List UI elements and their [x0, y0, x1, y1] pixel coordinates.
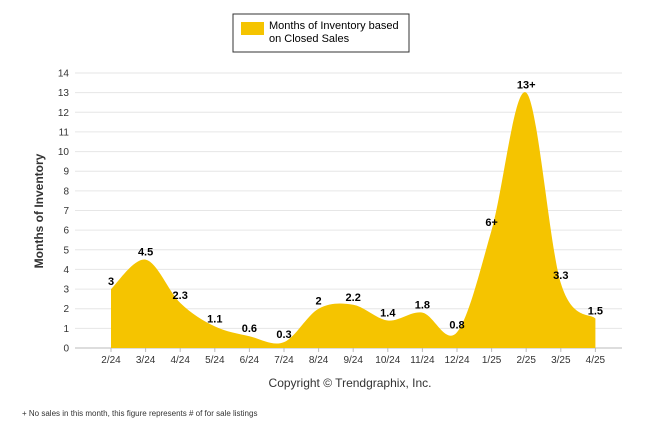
x-tick-label: 11/24 — [410, 355, 435, 366]
y-tick-label: 12 — [58, 108, 70, 119]
y-tick-label: 9 — [63, 167, 69, 178]
data-label: 3.3 — [553, 270, 568, 282]
copyright-text: Copyright © Trendgraphix, Inc. — [269, 376, 432, 390]
y-tick-label: 8 — [63, 186, 69, 197]
data-label: 2.2 — [346, 292, 361, 304]
x-tick-label: 6/24 — [240, 355, 260, 366]
legend-label-line1: Months of Inventory based — [269, 20, 399, 32]
area-fill — [111, 92, 596, 348]
footnote-text: + No sales in this month, this figure re… — [22, 409, 257, 418]
data-label: 0.3 — [276, 329, 291, 341]
area-series — [111, 92, 596, 348]
data-labels: 3 4.5 2.3 1.1 0.6 0.3 2 2.2 1.4 1.8 0.8 6+ 13+ 3.3 1.5 — [108, 80, 603, 341]
x-tick-label: 12/24 — [444, 355, 469, 366]
legend-swatch — [241, 22, 264, 35]
x-tick-label: 2/25 — [516, 355, 536, 366]
x-tick-label: 1/25 — [482, 355, 502, 366]
legend-label-line2: on Closed Sales — [269, 33, 350, 45]
y-tick-label: 13 — [58, 88, 70, 99]
x-tick-label: 5/24 — [205, 355, 225, 366]
data-label: 2 — [316, 296, 322, 308]
x-tick-label: 3/25 — [551, 355, 571, 366]
data-label: 6+ — [485, 217, 498, 229]
y-axis-title: Months of Inventory — [32, 153, 46, 268]
data-label: 4.5 — [138, 247, 153, 259]
data-label: 3 — [108, 276, 114, 288]
y-tick-label: 2 — [63, 304, 69, 315]
y-tick-label: 4 — [63, 265, 69, 276]
data-label: 1.4 — [380, 308, 396, 320]
y-tick-label: 6 — [63, 226, 69, 237]
y-tick-label: 0 — [63, 344, 69, 355]
y-tick-label: 5 — [63, 245, 69, 256]
x-tick-label: 10/24 — [375, 355, 400, 366]
x-tick-label: 9/24 — [343, 355, 363, 366]
data-label: 13+ — [517, 80, 536, 92]
y-tick-label: 10 — [58, 147, 70, 158]
legend: Months of Inventory based on Closed Sale… — [232, 13, 410, 53]
data-label: 2.3 — [173, 290, 188, 302]
x-tick-label: 8/24 — [309, 355, 329, 366]
y-tick-label: 3 — [63, 285, 69, 296]
x-tick-label: 4/25 — [586, 355, 606, 366]
y-tick-label: 14 — [58, 69, 70, 80]
y-tick-label: 7 — [63, 206, 69, 217]
data-label: 0.8 — [449, 319, 464, 331]
data-label: 1.1 — [207, 313, 222, 325]
x-tick-label: 7/24 — [274, 355, 294, 366]
y-tick-label: 1 — [63, 324, 69, 335]
x-axis-ticks: 2/24 3/24 4/24 5/24 6/24 7/24 8/24 9/24 10/24 11/… — [101, 348, 606, 366]
x-tick-label: 4/24 — [170, 355, 190, 366]
data-label: 1.5 — [588, 306, 603, 318]
x-tick-label: 3/24 — [136, 355, 156, 366]
data-label: 0.6 — [242, 323, 257, 335]
y-tick-label: 11 — [59, 127, 70, 138]
data-label: 1.8 — [415, 300, 430, 312]
x-tick-label: 2/24 — [101, 355, 121, 366]
